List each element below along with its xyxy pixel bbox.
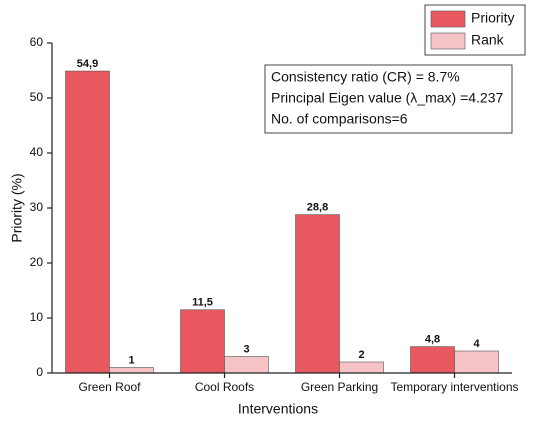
value-label: 11,5 — [192, 297, 213, 309]
y-tick-label: 60 — [30, 35, 44, 49]
x-tick-label: Cool Roofs — [195, 380, 254, 394]
x-tick-label: Temporary interventions — [390, 380, 518, 394]
bar — [180, 309, 225, 374]
x-tick-label: Green Roof — [78, 380, 141, 394]
axis-line — [51, 43, 512, 374]
y-tick-label: 40 — [30, 145, 44, 159]
annotation: Consistency ratio (CR) = 8.7% — [271, 69, 460, 85]
legend-swatch — [430, 32, 466, 50]
legend-swatch — [430, 10, 466, 28]
value-label: 28,8 — [307, 202, 328, 214]
legend-label: Rank — [471, 32, 505, 48]
value-label: 54,9 — [77, 58, 98, 70]
y-tick-label: 0 — [36, 365, 43, 379]
annotation: No. of comparisons=6 — [271, 111, 408, 127]
bar — [295, 214, 340, 374]
legend-label: Priority — [471, 10, 515, 26]
bar — [410, 346, 455, 374]
bar — [454, 350, 499, 374]
bar — [224, 356, 269, 374]
annotation: Principal Eigen value (λ_max) =4.237 — [271, 90, 504, 106]
y-tick-label: 30 — [30, 200, 44, 214]
value-label: 1 — [128, 354, 134, 366]
y-axis-title: Priority (%) — [9, 173, 25, 242]
bar — [65, 70, 110, 374]
y-tick-label: 50 — [30, 90, 44, 104]
bar — [109, 367, 154, 374]
x-axis-title: Interventions — [238, 401, 318, 417]
value-label: 4,8 — [425, 334, 440, 346]
annotation-box — [264, 64, 513, 134]
value-label: 3 — [243, 343, 249, 355]
y-tick-label: 10 — [30, 310, 44, 324]
value-label: 2 — [358, 349, 364, 361]
x-tick-label: Green Parking — [301, 380, 378, 394]
value-label: 4 — [473, 338, 480, 350]
y-tick-label: 20 — [30, 255, 44, 269]
bar — [339, 361, 384, 374]
